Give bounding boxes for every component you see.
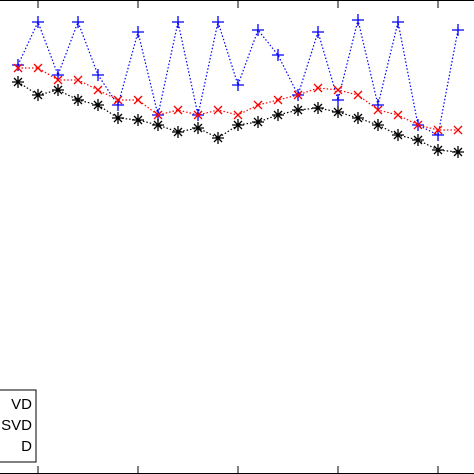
marker (192, 122, 204, 134)
marker (412, 134, 424, 146)
marker (112, 99, 124, 111)
marker (92, 99, 104, 111)
marker (293, 90, 303, 100)
marker (153, 110, 163, 120)
marker (313, 83, 323, 93)
marker (332, 94, 344, 106)
marker (393, 110, 403, 120)
marker (93, 85, 103, 95)
marker (232, 79, 244, 91)
marker (392, 16, 404, 28)
marker (132, 26, 144, 38)
marker (312, 102, 324, 114)
marker (172, 126, 184, 138)
marker (352, 112, 364, 124)
marker (253, 100, 263, 110)
marker (133, 95, 143, 105)
marker (372, 119, 384, 131)
legend-label: VD (11, 396, 32, 413)
marker (193, 110, 203, 120)
legend-label: D (21, 438, 32, 455)
marker (453, 125, 463, 135)
series-line (17, 81, 459, 153)
legend-label: SVD (1, 417, 32, 434)
marker (252, 24, 264, 36)
marker (53, 75, 63, 85)
marker (452, 24, 464, 36)
marker (272, 109, 284, 121)
marker (353, 90, 363, 100)
marker (112, 112, 124, 124)
marker (213, 105, 223, 115)
marker (252, 116, 264, 128)
marker (372, 99, 384, 111)
marker (373, 105, 383, 115)
marker (73, 75, 83, 85)
marker (52, 69, 64, 81)
marker (352, 14, 364, 26)
marker (212, 132, 224, 144)
marker (13, 63, 23, 73)
marker (212, 16, 224, 28)
marker (72, 94, 84, 106)
marker (72, 16, 84, 28)
marker (33, 63, 43, 73)
marker (12, 59, 24, 71)
marker (52, 84, 64, 96)
marker (332, 106, 344, 118)
marker (32, 16, 44, 28)
marker (273, 95, 283, 105)
marker (233, 110, 243, 120)
marker (92, 69, 104, 81)
marker (113, 95, 123, 105)
marker (432, 129, 444, 141)
marker (312, 26, 324, 38)
marker (433, 125, 443, 135)
marker (413, 120, 423, 130)
legend: VD SVD D (0, 389, 37, 463)
marker (333, 85, 343, 95)
marker (172, 16, 184, 28)
marker (292, 104, 304, 116)
marker (392, 129, 404, 141)
marker (132, 114, 144, 126)
marker (32, 89, 44, 101)
marker (12, 76, 24, 88)
marker (452, 146, 464, 158)
legend-box (0, 389, 37, 463)
marker (272, 49, 284, 61)
series-line (17, 19, 459, 136)
marker (232, 119, 244, 131)
marker (432, 144, 444, 156)
marker (173, 105, 183, 115)
marker (152, 119, 164, 131)
